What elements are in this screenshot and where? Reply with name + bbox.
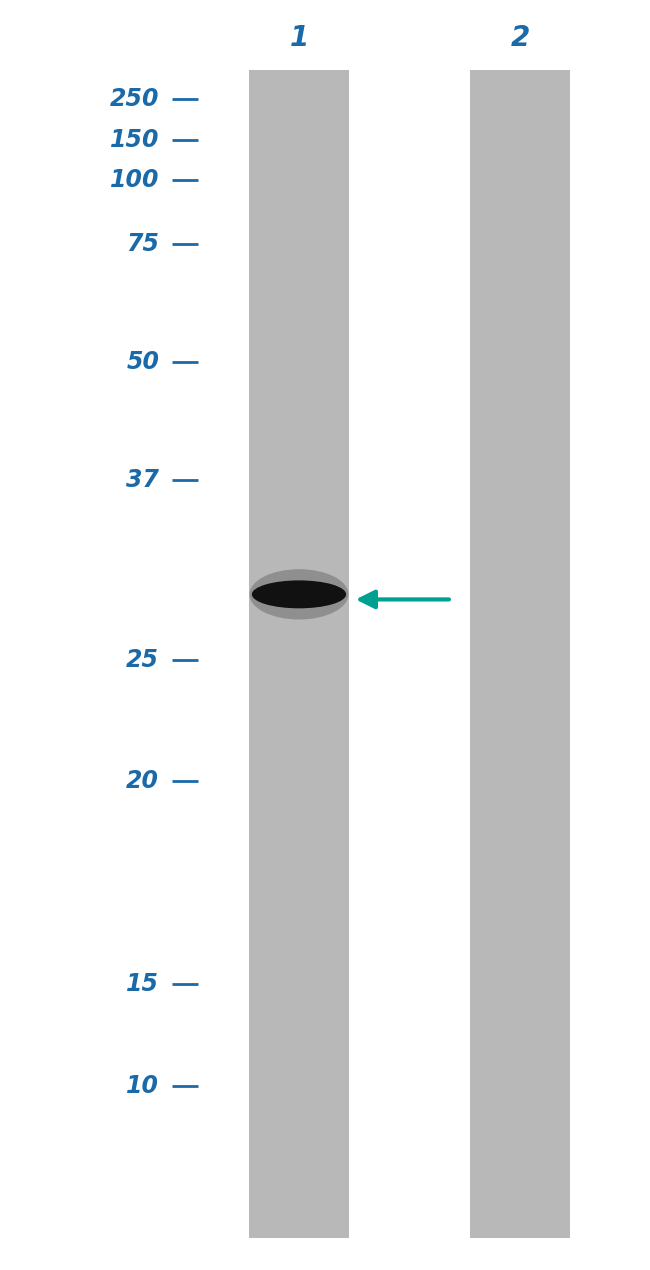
Ellipse shape <box>250 569 348 620</box>
Ellipse shape <box>252 580 346 608</box>
Text: 150: 150 <box>110 128 159 151</box>
Text: 2: 2 <box>510 24 530 52</box>
Text: 10: 10 <box>126 1074 159 1097</box>
Text: 37: 37 <box>126 469 159 491</box>
Text: 100: 100 <box>110 169 159 192</box>
Bar <box>469 70 571 1238</box>
Text: 50: 50 <box>126 351 159 373</box>
Text: 15: 15 <box>126 973 159 996</box>
Text: 1: 1 <box>289 24 309 52</box>
Bar <box>248 70 350 1238</box>
Text: 75: 75 <box>126 232 159 255</box>
Text: 250: 250 <box>110 88 159 110</box>
Text: 25: 25 <box>126 649 159 672</box>
Text: 20: 20 <box>126 770 159 792</box>
